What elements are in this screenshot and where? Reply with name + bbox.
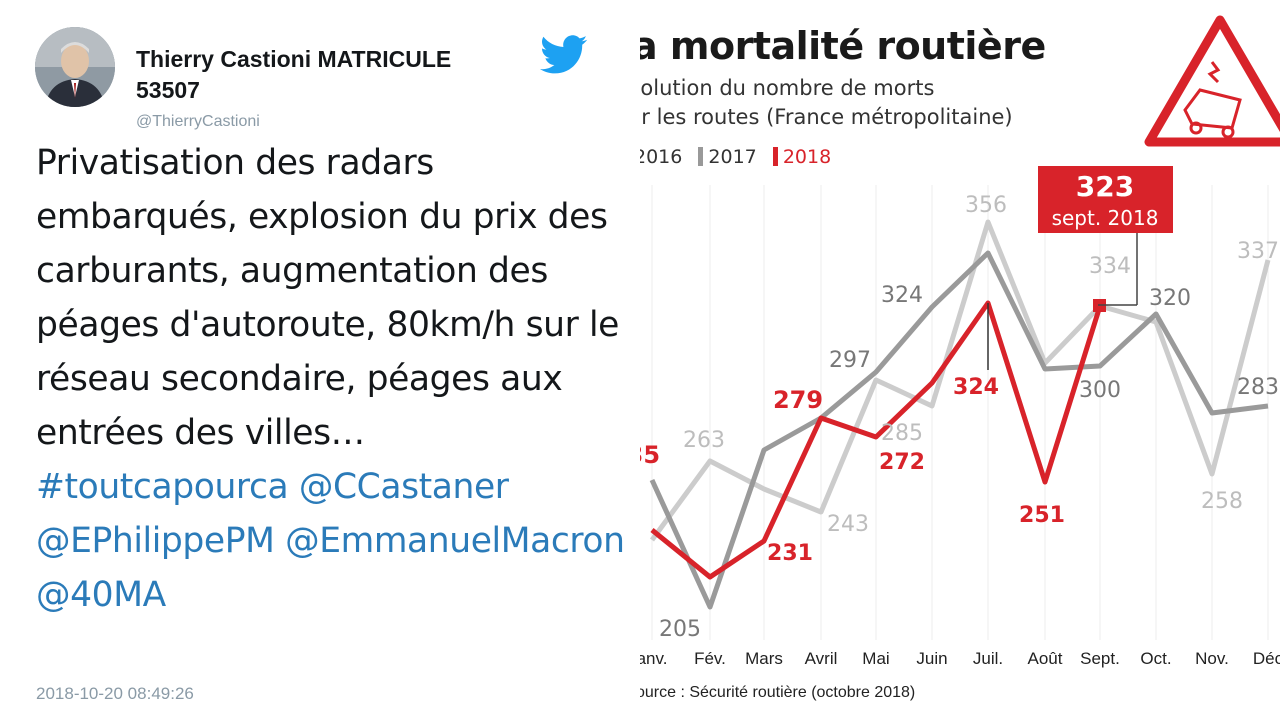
x-tick-label: Fév.: [694, 649, 726, 668]
x-tick-label: Mai: [862, 649, 889, 668]
data-label: 235: [640, 441, 660, 469]
x-tick-label: Nov.: [1195, 649, 1229, 668]
x-tick-label: Mars: [745, 649, 783, 668]
chart-subtitle-line: volution du nombre de morts: [640, 76, 935, 100]
data-label: 320: [1149, 286, 1191, 311]
x-tick-label: Juin: [916, 649, 947, 668]
x-tick-label: Avril: [805, 649, 838, 668]
author-name[interactable]: Thierry Castioni MATRICULE 53507: [136, 46, 452, 103]
tweet-card: Thierry Castioni MATRICULE 53507 @Thierr…: [35, 27, 626, 703]
tweet-timestamp[interactable]: 2018-10-20 08:49:26: [36, 684, 194, 703]
legend-item-2017: 2017: [698, 146, 757, 168]
data-label: 283: [1237, 375, 1279, 400]
legend-item-2016: 2016: [640, 146, 683, 168]
chart-gridlines: [651, 185, 1269, 640]
data-label: 205: [659, 617, 701, 642]
data-label: 334: [1089, 254, 1131, 279]
series-2016-line: [649, 250, 1269, 610]
data-label: 243: [827, 512, 869, 537]
x-tick-label: Juil.: [973, 649, 1003, 668]
data-label: 279: [773, 386, 823, 414]
series-2017-line: [649, 219, 1271, 542]
mention-link[interactable]: @40MA: [36, 575, 166, 615]
data-label: 324: [953, 375, 999, 400]
data-label: 356: [965, 193, 1007, 218]
legend-label: 2018: [782, 146, 832, 168]
data-label: 272: [879, 450, 925, 475]
series-2018-path: [650, 300, 1103, 580]
mention-link[interactable]: @EmmanuelMacron: [285, 521, 625, 561]
x-tick-label: Déc: [1253, 649, 1280, 668]
author-handle[interactable]: @ThierryCastioni: [136, 113, 260, 130]
chart-source: ource : Sécurité routière (octobre 2018): [640, 684, 916, 701]
avatar[interactable]: [35, 27, 115, 107]
data-label: 258: [1201, 489, 1243, 514]
tweet-text: Privatisation des radars embarqués, expl…: [36, 136, 626, 622]
x-tick-label: anv.: [640, 649, 667, 668]
chart-legend: 2016 2017 2018: [640, 146, 841, 168]
data-label: 285: [881, 421, 923, 446]
data-label: 337: [1237, 239, 1279, 264]
x-tick-label: Sept.: [1080, 649, 1120, 668]
series-2017-path: [649, 219, 1271, 542]
callout-value: 323: [1076, 170, 1134, 203]
hashtag-link[interactable]: #toutcapourca: [36, 467, 289, 507]
x-tick-label: Oct.: [1140, 649, 1171, 668]
data-label: 263: [683, 428, 725, 453]
chart-subtitle: volution du nombre de morts ur les route…: [640, 74, 1013, 132]
mention-link[interactable]: @EPhilippePM: [36, 521, 275, 561]
callout-box: 323 sept. 2018: [1038, 166, 1173, 306]
chart-subtitle-line: ur les routes (France métropolitaine): [640, 105, 1013, 129]
chart-title: a mortalité routière: [640, 24, 1046, 68]
x-tick-label: Août: [1028, 649, 1063, 668]
callout-label: sept. 2018: [1052, 206, 1159, 230]
legend-item-2018: 2018: [772, 146, 832, 168]
car-crash-warning-icon: [1144, 15, 1280, 147]
data-label: 297: [829, 348, 871, 373]
data-label: 324: [881, 283, 923, 308]
tweet-text-plain: Privatisation des radars embarqués, expl…: [36, 143, 619, 453]
mention-link[interactable]: @CCastaner: [298, 467, 509, 507]
legend-label: 2017: [708, 146, 757, 168]
x-axis-ticks: anv. Fév. Mars Avril Mai Juin Juil. Août Sept. Oc…: [640, 649, 1280, 668]
data-label: 300: [1079, 378, 1121, 403]
series-2016-path: [649, 250, 1269, 610]
data-label: 251: [1019, 503, 1065, 528]
twitter-bird-icon[interactable]: [540, 35, 588, 80]
data-label: 231: [767, 541, 813, 566]
